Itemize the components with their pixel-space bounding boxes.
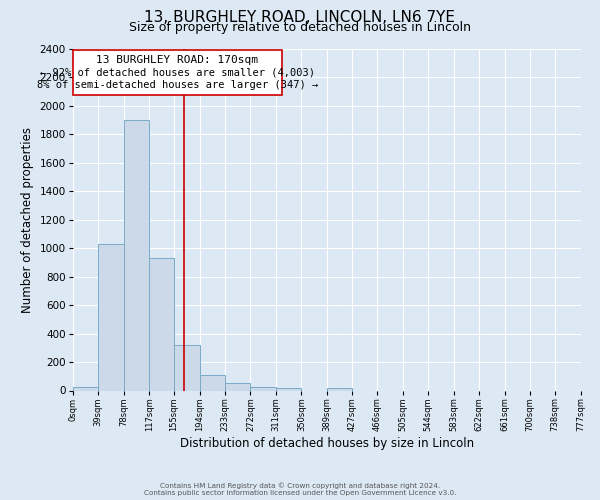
Y-axis label: Number of detached properties: Number of detached properties xyxy=(21,127,34,313)
Text: Size of property relative to detached houses in Lincoln: Size of property relative to detached ho… xyxy=(129,22,471,35)
Bar xyxy=(98,244,124,390)
Bar xyxy=(149,258,174,390)
Text: 8% of semi-detached houses are larger (347) →: 8% of semi-detached houses are larger (3… xyxy=(37,80,318,90)
Bar xyxy=(327,388,352,390)
Text: ← 92% of detached houses are smaller (4,003): ← 92% of detached houses are smaller (4,… xyxy=(40,68,315,78)
Bar xyxy=(250,387,276,390)
Text: Contains public sector information licensed under the Open Government Licence v3: Contains public sector information licen… xyxy=(144,490,456,496)
Text: 13, BURGHLEY ROAD, LINCOLN, LN6 7YE: 13, BURGHLEY ROAD, LINCOLN, LN6 7YE xyxy=(145,10,455,25)
Bar xyxy=(200,375,225,390)
Bar xyxy=(225,382,250,390)
Bar xyxy=(73,387,98,390)
FancyBboxPatch shape xyxy=(73,50,282,95)
X-axis label: Distribution of detached houses by size in Lincoln: Distribution of detached houses by size … xyxy=(179,437,473,450)
Bar xyxy=(174,345,200,391)
Bar xyxy=(124,120,149,390)
Text: Contains HM Land Registry data © Crown copyright and database right 2024.: Contains HM Land Registry data © Crown c… xyxy=(160,482,440,489)
Text: 13 BURGHLEY ROAD: 170sqm: 13 BURGHLEY ROAD: 170sqm xyxy=(97,54,259,64)
Bar xyxy=(276,388,301,390)
